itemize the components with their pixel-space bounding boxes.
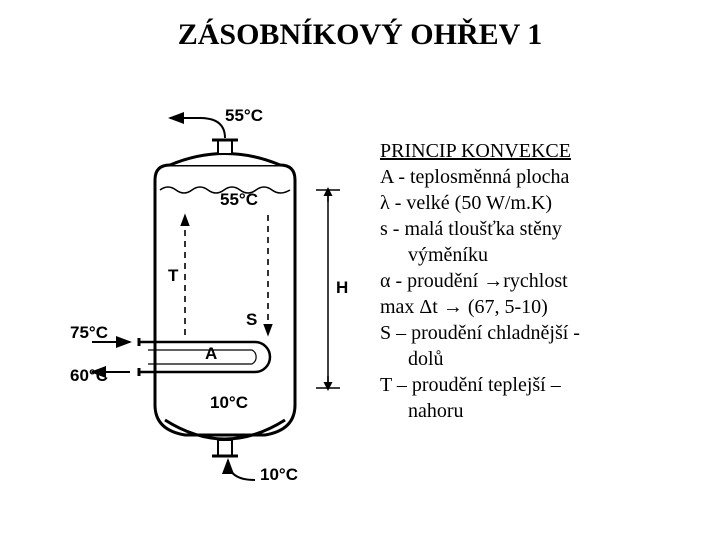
label-in-bottom: 10°C — [260, 465, 298, 485]
line: T – proudění teplejší – — [380, 372, 700, 398]
label-S: S — [246, 310, 257, 330]
label-T: T — [168, 266, 178, 286]
label-inside-top: 55°C — [220, 190, 258, 210]
label-H: H — [336, 278, 348, 298]
line: A - teplosměnná plocha — [380, 164, 700, 190]
line: výměníku — [380, 242, 700, 268]
principle-heading: PRINCIP KONVEKCE — [380, 138, 700, 164]
line: dolů — [380, 346, 700, 372]
label-out-top: 55°C — [225, 106, 263, 126]
line: s - malá tloušťka stěny — [380, 216, 700, 242]
page-title: ZÁSOBNÍKOVÝ OHŘEV 1 — [0, 18, 720, 52]
label-A: A — [205, 344, 217, 364]
line: λ - velké (50 W/m.K) — [380, 190, 700, 216]
line: nahoru — [380, 398, 700, 424]
principle-text: PRINCIP KONVEKCE A - teplosměnná plocha … — [380, 138, 700, 424]
tank-diagram: 55°C 55°C 75°C 60°C 10°C 10°C T S A H — [70, 110, 360, 490]
tank-svg — [70, 110, 360, 490]
label-bottom-inside: 10°C — [210, 393, 248, 413]
line: α - proudění →rychlost — [380, 268, 700, 294]
line: S – proudění chladnější - — [380, 320, 700, 346]
label-out-left: 60°C — [70, 366, 108, 386]
label-in-left: 75°C — [70, 323, 108, 343]
line: max Δt → (67, 5-10) — [380, 294, 700, 320]
